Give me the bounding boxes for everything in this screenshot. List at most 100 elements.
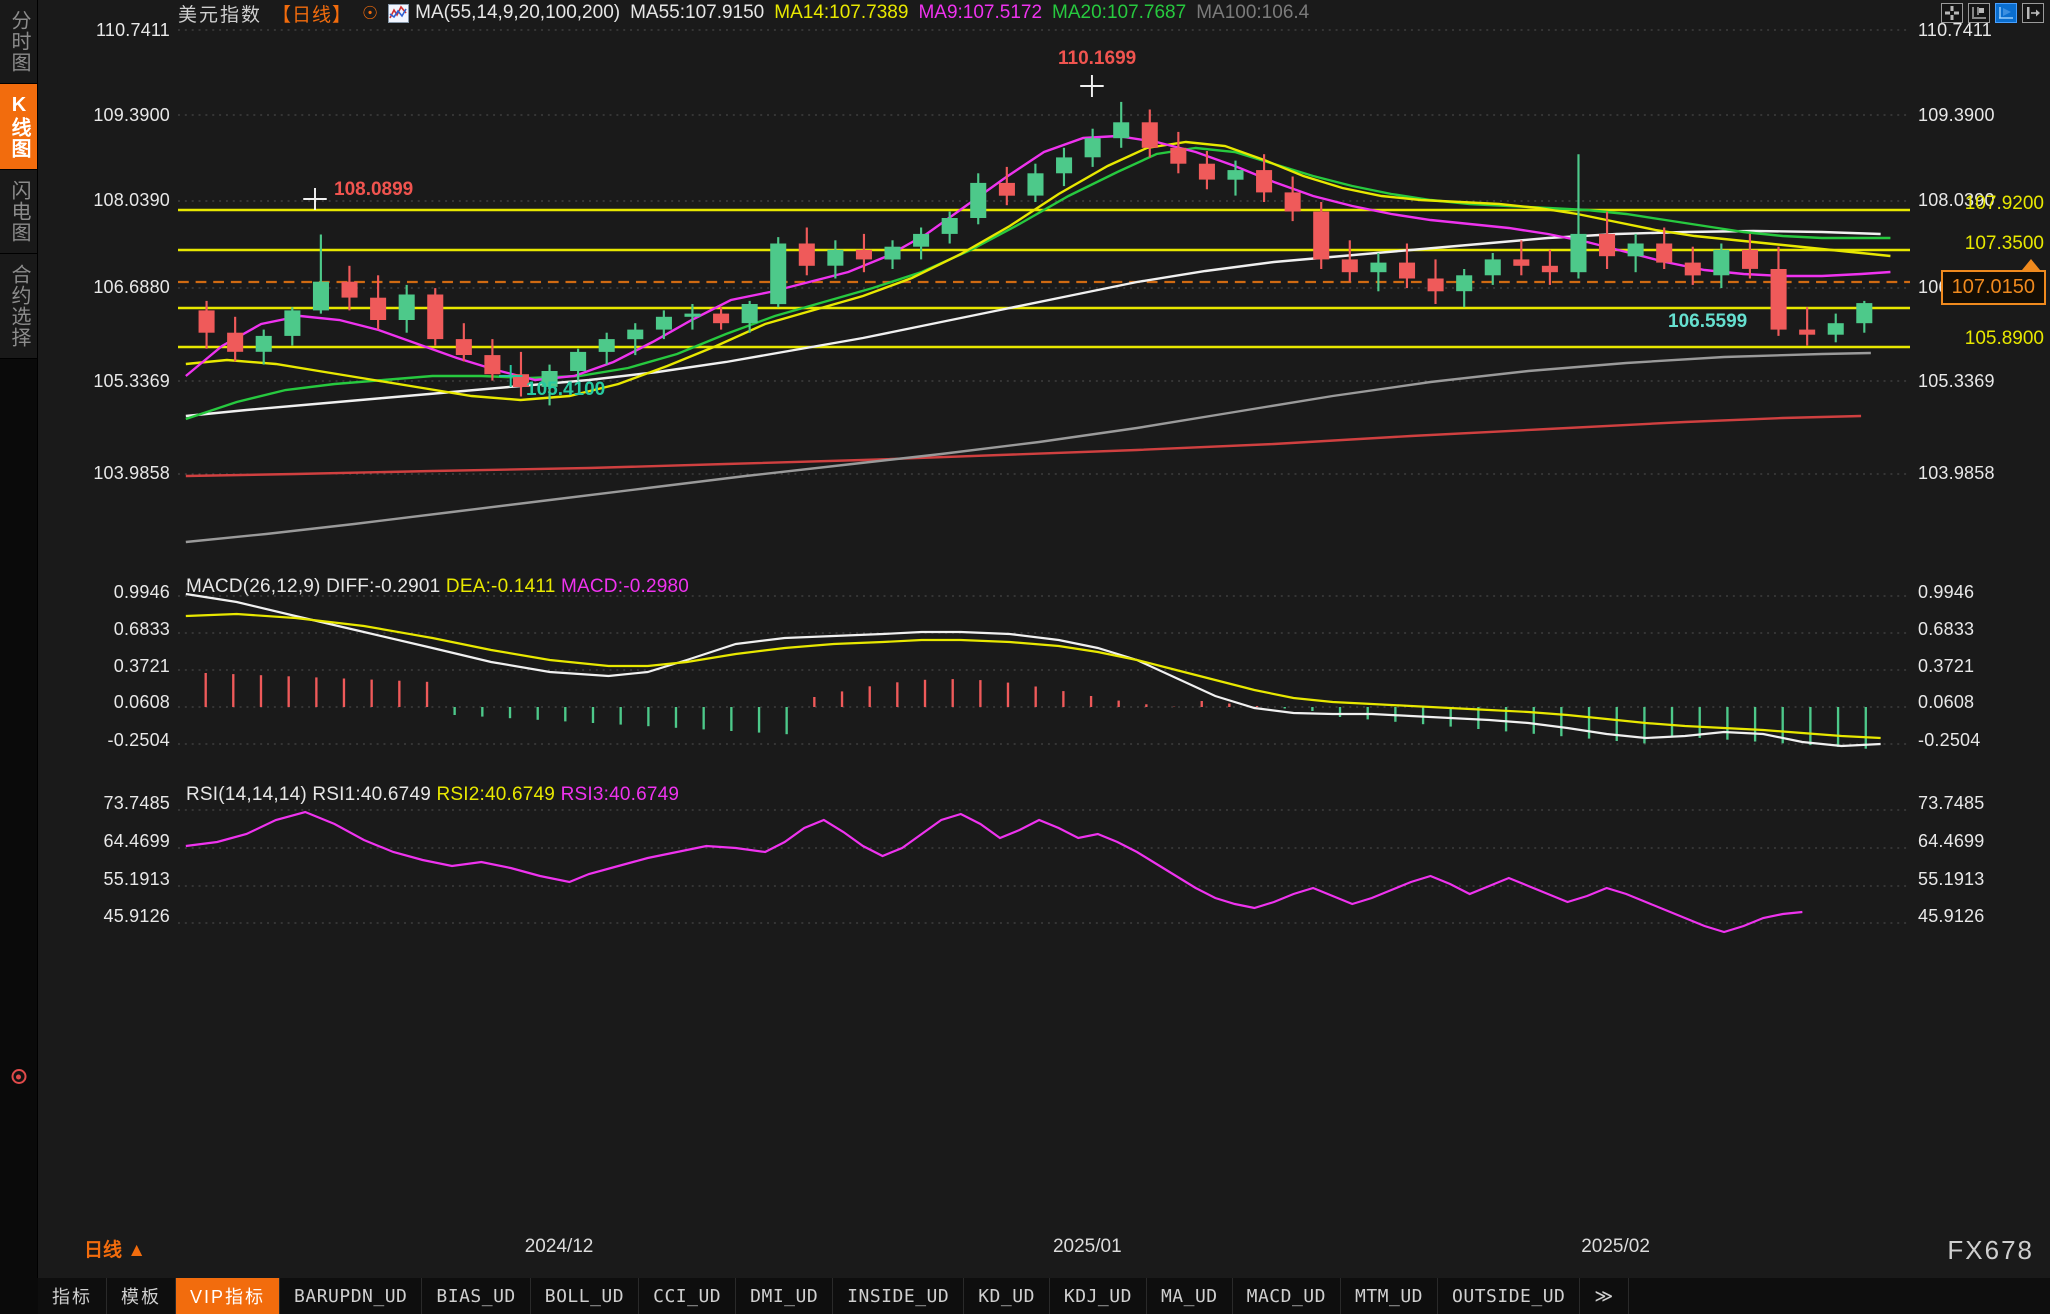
sidebar-item-contract[interactable]: 合约选择 <box>0 254 37 359</box>
hline-label-107-92: 107.9200 <box>1964 193 2044 214</box>
axis-right-label: 110.7411 <box>1918 20 1993 40</box>
axis-left-macd-label: 0.3721 <box>113 656 170 676</box>
toolbar-btn-cci[interactable]: CCI_UD <box>639 1278 737 1314</box>
axis-left-macd-label: 0.0608 <box>113 692 170 712</box>
ma20-value: MA20:107.7687 <box>1052 2 1187 23</box>
chart-tool-icons <box>1941 3 2044 23</box>
toolbar-btn-more[interactable]: ≫ <box>1580 1278 1629 1314</box>
toolbar-btn-kd[interactable]: KD_UD <box>964 1278 1050 1314</box>
axis-left-label: 109.3900 <box>93 105 170 125</box>
rsi3-value: RSI3:40.6749 <box>560 784 680 805</box>
axis-left-label: 108.0390 <box>93 190 170 210</box>
annotation-low: 105.4100 <box>526 379 606 400</box>
macd-dea: DEA:-0.1411 <box>445 576 556 597</box>
shift-right-icon[interactable] <box>2022 3 2044 23</box>
axis-right-macd-label: 0.3721 <box>1918 656 1975 676</box>
axis-right-macd-label: -0.2504 <box>1918 730 1981 750</box>
current-price-arrow-icon <box>2022 259 2040 270</box>
ma-params: MA(55,14,9,20,100,200) <box>415 2 621 23</box>
macd-title: MACD(26,12,9) DIFF:-0.2901 DEA:-0.1411 M… <box>186 576 689 598</box>
toolbar-btn-inside[interactable]: INSIDE_UD <box>833 1278 965 1314</box>
zoom-selection-icon[interactable] <box>1995 3 2017 23</box>
axis-right-label: 108.0390 <box>1918 190 1995 210</box>
toolbar-btn-bias[interactable]: BIAS_UD <box>422 1278 531 1314</box>
toolbar-btn-mtm[interactable]: MTM_UD <box>1340 1278 1439 1314</box>
ma-indicator-icon[interactable] <box>388 3 410 23</box>
axis-left-rsi-label: 55.1913 <box>103 869 170 889</box>
axis-left-rsi-label: 64.4699 <box>103 831 170 851</box>
toolbar-gutter <box>0 1278 38 1314</box>
current-price-badge[interactable]: 107.0150 <box>1940 270 2046 305</box>
rsi-params: RSI(14,14,14) <box>186 784 307 805</box>
sidebar-item-kline[interactable]: K线图 <box>0 84 37 170</box>
axis-left-macd-label: 0.9946 <box>113 582 170 602</box>
toolbar-btn-boll[interactable]: BOLL_UD <box>530 1278 640 1314</box>
axis-right-rsi-label: 45.9126 <box>1918 906 1985 926</box>
toolbar-btn-template[interactable]: 模板 <box>107 1278 176 1314</box>
axis-right-rsi-label: 73.7485 <box>1918 793 1985 813</box>
macd-value: MACD:-0.2980 <box>560 576 690 597</box>
record-indicator-icon[interactable] <box>11 1069 26 1084</box>
toolbar-btn-kdj[interactable]: KDJ_UD <box>1049 1278 1147 1314</box>
macd-pane[interactable]: MACD(26,12,9) DIFF:-0.2901 DEA:-0.1411 M… <box>178 576 1910 770</box>
axis-right-macd-label: 0.9946 <box>1918 582 1975 602</box>
measure-icon[interactable] <box>1968 3 1990 23</box>
ma9-value: MA9:107.5172 <box>918 2 1043 23</box>
toolbar-btn-vip[interactable]: VIP指标 <box>176 1278 281 1314</box>
right-price-axis: 110.7411 109.3900 108.0390 106.6880 105.… <box>1910 0 2050 1314</box>
toolbar-btn-dmi[interactable]: DMI_UD <box>736 1278 834 1314</box>
sidebar-item-lightning[interactable]: 闪电图 <box>0 170 37 254</box>
chart-header: 美元指数 【日线】 ☉ MA(55,14,9,20,100,200) MA55:… <box>178 0 2050 26</box>
axis-left-label: 105.3369 <box>93 371 170 391</box>
toolbar-btn-macd[interactable]: MACD_UD <box>1232 1278 1341 1314</box>
macd-params: MACD(26,12,9) <box>186 576 321 597</box>
axis-right-rsi-label: 55.1913 <box>1918 869 1985 889</box>
macd-diff: DIFF:-0.2901 <box>326 576 441 597</box>
ma100-value: MA100:106.4 <box>1196 2 1310 23</box>
axis-right-rsi-label: 64.4699 <box>1918 831 1985 851</box>
date-tick: 2025/02 <box>1581 1236 1650 1257</box>
axis-right-macd-label: 0.6833 <box>1918 619 1975 639</box>
toolbar-btn-ma[interactable]: MA_UD <box>1146 1278 1233 1314</box>
left-price-axis: 110.7411 109.3900 108.0390 106.6880 105.… <box>38 0 178 1314</box>
rsi-svg <box>178 809 1910 934</box>
price-candles-svg <box>178 29 1910 544</box>
sidebar-spacer <box>0 359 37 1314</box>
symbol-period[interactable]: 【日线】 <box>272 4 353 26</box>
watermark: FX678 <box>1947 1235 2034 1265</box>
macd-svg <box>178 592 1910 749</box>
annotation-recent-low: 106.5599 <box>1668 311 1748 332</box>
toolbar-btn-barupdn[interactable]: BARUPDN_UD <box>280 1278 423 1314</box>
crosshair-move-icon[interactable] <box>1941 3 1963 23</box>
date-tick: 2024/12 <box>524 1236 594 1257</box>
axis-left-label: 106.6880 <box>93 277 170 297</box>
left-sidebar: 分时图 K线图 闪电图 合约选择 <box>0 0 38 1314</box>
axis-left-macd-label: -0.2504 <box>107 730 170 750</box>
plot-area[interactable]: 110.1699 108.0899 105.4100 106.5599 MACD… <box>178 0 1910 1314</box>
toolbar-filler <box>1628 1278 2050 1314</box>
date-axis: 2024/12 2025/01 2025/02 <box>178 1236 1910 1260</box>
hline-label-107-35: 107.3500 <box>1964 233 2044 254</box>
chart-main: 美元指数 【日线】 ☉ MA(55,14,9,20,100,200) MA55:… <box>38 0 2050 1314</box>
axis-right-label: 109.3900 <box>1918 105 1995 125</box>
axis-left-label: 110.7411 <box>95 20 170 40</box>
toolbar-btn-outside[interactable]: OUTSIDE_UD <box>1438 1278 1581 1314</box>
sidebar-item-timeshare[interactable]: 分时图 <box>0 0 37 84</box>
rsi1-value: RSI1:40.6749 <box>312 784 431 805</box>
axis-left-rsi-label: 45.9126 <box>103 906 170 926</box>
toolbar-btn-indicator[interactable]: 指标 <box>38 1278 107 1314</box>
axis-right-label: 103.9858 <box>1918 463 1995 483</box>
crosshair-circle-icon[interactable]: ☉ <box>362 2 379 23</box>
axis-left-rsi-label: 73.7485 <box>103 793 170 813</box>
annotation-high: 110.1699 <box>1058 48 1137 69</box>
hline-label-105-89: 105.8900 <box>1964 328 2044 349</box>
period-tag[interactable]: 日线 ▲ <box>84 1240 147 1261</box>
price-pane[interactable]: 110.1699 108.0899 105.4100 106.5599 <box>178 24 1910 552</box>
axis-right-macd-label: 0.0608 <box>1918 692 1975 712</box>
bottom-toolbar: 指标 模板 VIP指标 BARUPDN_UD BIAS_UD BOLL_UD C… <box>0 1278 2050 1314</box>
ma14-value: MA14:107.7389 <box>774 2 909 23</box>
annotation-swing-high: 108.0899 <box>334 179 414 200</box>
rsi-pane[interactable]: RSI(14,14,14) RSI1:40.6749 RSI2:40.6749 … <box>178 784 1910 960</box>
axis-left-label: 103.9858 <box>93 463 170 483</box>
